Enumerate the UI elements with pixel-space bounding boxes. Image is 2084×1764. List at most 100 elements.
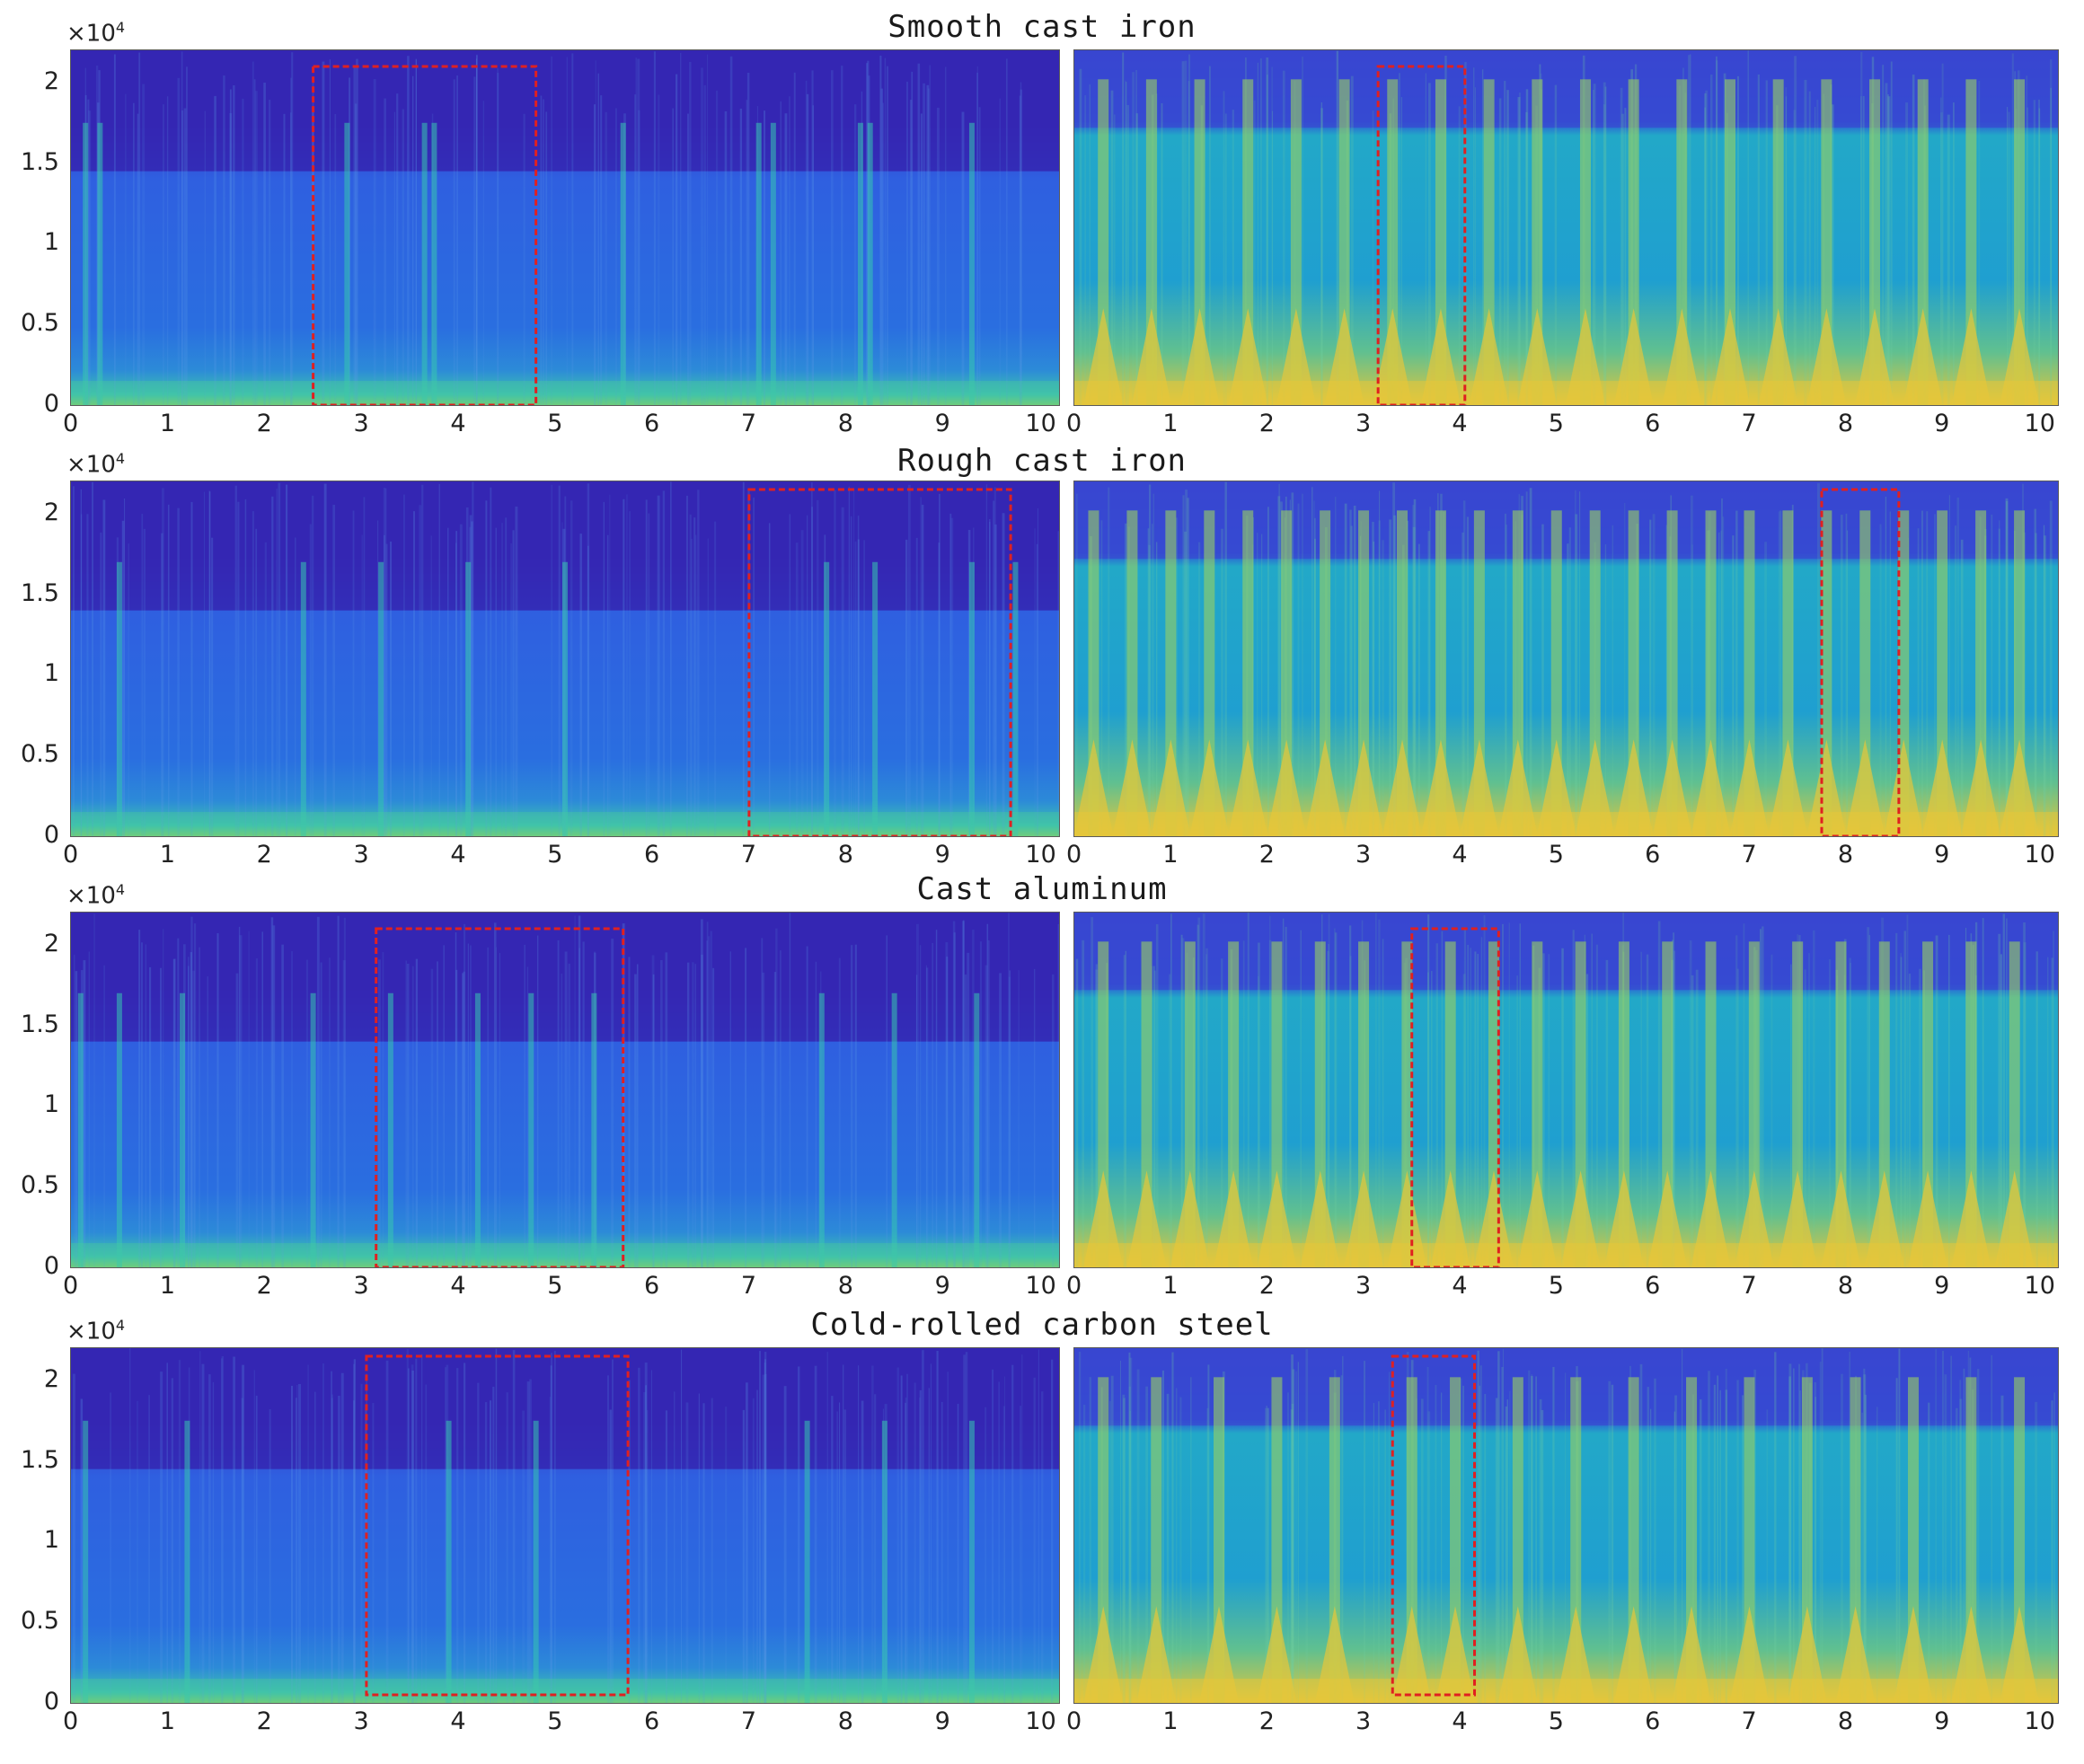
low-frequency-strip [71, 381, 1059, 405]
burst-column [867, 122, 873, 405]
burst-column [755, 122, 762, 405]
x-tick-label: 1 [159, 410, 176, 437]
burst-column [857, 122, 863, 405]
x-tick-label: 3 [353, 1272, 369, 1300]
burst-column [1012, 561, 1019, 836]
x-tick-label: 7 [740, 410, 757, 437]
high-frequency-band [1074, 1348, 2058, 1426]
x-tick-label: 6 [1645, 841, 1661, 869]
x-tick-label: 4 [450, 1272, 466, 1300]
highlight-box [1391, 1354, 1477, 1697]
x-tick-label: 3 [353, 1707, 369, 1735]
low-frequency-strip [71, 812, 1059, 836]
burst-column [77, 992, 84, 1267]
x-tick-label: 8 [837, 1707, 853, 1735]
y-tick-label: 0 [43, 1688, 59, 1715]
x-tick-label: 6 [644, 410, 660, 437]
x-tick-label: 1 [159, 1272, 176, 1300]
x-tick-label: 9 [934, 1707, 950, 1735]
high-frequency-band [71, 50, 1059, 172]
y-tick-label: 0 [43, 821, 59, 849]
x-tick-label: 4 [1452, 1272, 1468, 1300]
spectrogram-texture [74, 913, 1059, 1267]
burst-foot [1951, 1170, 1991, 1267]
burst-foot [1560, 1170, 1601, 1267]
spectrogram-image [71, 1348, 1059, 1703]
x-tick-label: 0 [1066, 410, 1082, 437]
spectrogram-image [71, 913, 1059, 1267]
burst-foot [1391, 1606, 1432, 1703]
burst-foot [1430, 1170, 1470, 1267]
burst-column [620, 122, 626, 405]
burst-foot [1835, 1606, 1876, 1703]
burst-column [446, 1420, 452, 1703]
x-tick-label: 2 [256, 1272, 272, 1300]
x-tick-label: 4 [450, 1707, 466, 1735]
burst-foot [1199, 1606, 1240, 1703]
spectrogram-image [1074, 481, 2058, 836]
x-tick-label: 1 [1162, 1272, 1179, 1300]
y-tick-label: 2 [43, 498, 59, 526]
x-tick-label: 3 [353, 841, 369, 869]
high-frequency-band [1074, 50, 2058, 128]
x-tick-label: 2 [1258, 410, 1275, 437]
axis-exponent-label: ×104 [66, 450, 126, 479]
x-tick-label: 7 [1741, 410, 1757, 437]
spectrogram-image [1074, 50, 2058, 405]
burst-foot [1691, 1170, 1731, 1267]
spectrogram-texture [73, 481, 1059, 836]
burst-column [528, 992, 534, 1267]
burst-group [83, 1420, 975, 1703]
spectrogram-panel-right [1073, 49, 2059, 406]
y-tick-label: 1 [43, 1526, 59, 1555]
burst-foot [1734, 1170, 1774, 1267]
burst-foot [1908, 1170, 1948, 1267]
x-tick-label: 3 [353, 410, 369, 437]
burst-column [824, 561, 830, 836]
burst-foot [1556, 1606, 1596, 1703]
highlight-box [747, 488, 1012, 836]
high-frequency-band [1074, 481, 2058, 560]
x-tick-label: 4 [450, 841, 466, 869]
x-tick-label: 6 [644, 1707, 660, 1735]
burst-group [83, 122, 975, 405]
spectrogram-image [1074, 913, 2058, 1267]
y-tick-label: 1 [43, 228, 59, 257]
x-tick-label: 5 [1548, 410, 1564, 437]
burst-foot [1893, 1606, 1933, 1703]
x-tick-label: 5 [1548, 1707, 1564, 1735]
burst-foot [1170, 1170, 1210, 1267]
highlight-box [375, 927, 625, 1267]
burst-foot [1214, 1170, 1254, 1267]
high-frequency-band [71, 1348, 1059, 1469]
row-title: Smooth cast iron [887, 9, 1197, 45]
burst-column [431, 122, 437, 405]
x-tick-label: 9 [1934, 1707, 1950, 1735]
burst-foot [1083, 1606, 1124, 1703]
x-tick-label: 2 [1258, 1272, 1275, 1300]
x-tick-label: 9 [934, 410, 950, 437]
row-title: Cold-rolled carbon steel [810, 1307, 1274, 1343]
burst-foot [1647, 1170, 1688, 1267]
burst-foot [1821, 1170, 1861, 1267]
x-tick-label: 10 [1025, 1707, 1056, 1735]
spectrogram-panel-left [70, 49, 1060, 406]
burst-foot [1387, 1170, 1427, 1267]
x-tick-label: 10 [2024, 410, 2055, 437]
x-tick-label: 5 [547, 410, 563, 437]
burst-column [83, 1420, 89, 1703]
y-tick-label: 1.5 [21, 1445, 59, 1474]
spectrogram-image [71, 50, 1059, 405]
x-tick-label: 5 [1548, 841, 1564, 869]
burst-foot [1344, 1170, 1384, 1267]
burst-column [968, 122, 975, 405]
x-tick-label: 6 [644, 1272, 660, 1300]
burst-group [1083, 1377, 2040, 1703]
y-tick-label: 2 [43, 1364, 59, 1393]
burst-foot [1435, 1606, 1476, 1703]
low-frequency-strip [1074, 1243, 2058, 1267]
y-tick-label: 0.5 [21, 1607, 59, 1636]
x-tick-label: 5 [547, 1272, 563, 1300]
x-tick-label: 1 [1162, 410, 1179, 437]
x-tick-label: 0 [63, 1272, 79, 1300]
